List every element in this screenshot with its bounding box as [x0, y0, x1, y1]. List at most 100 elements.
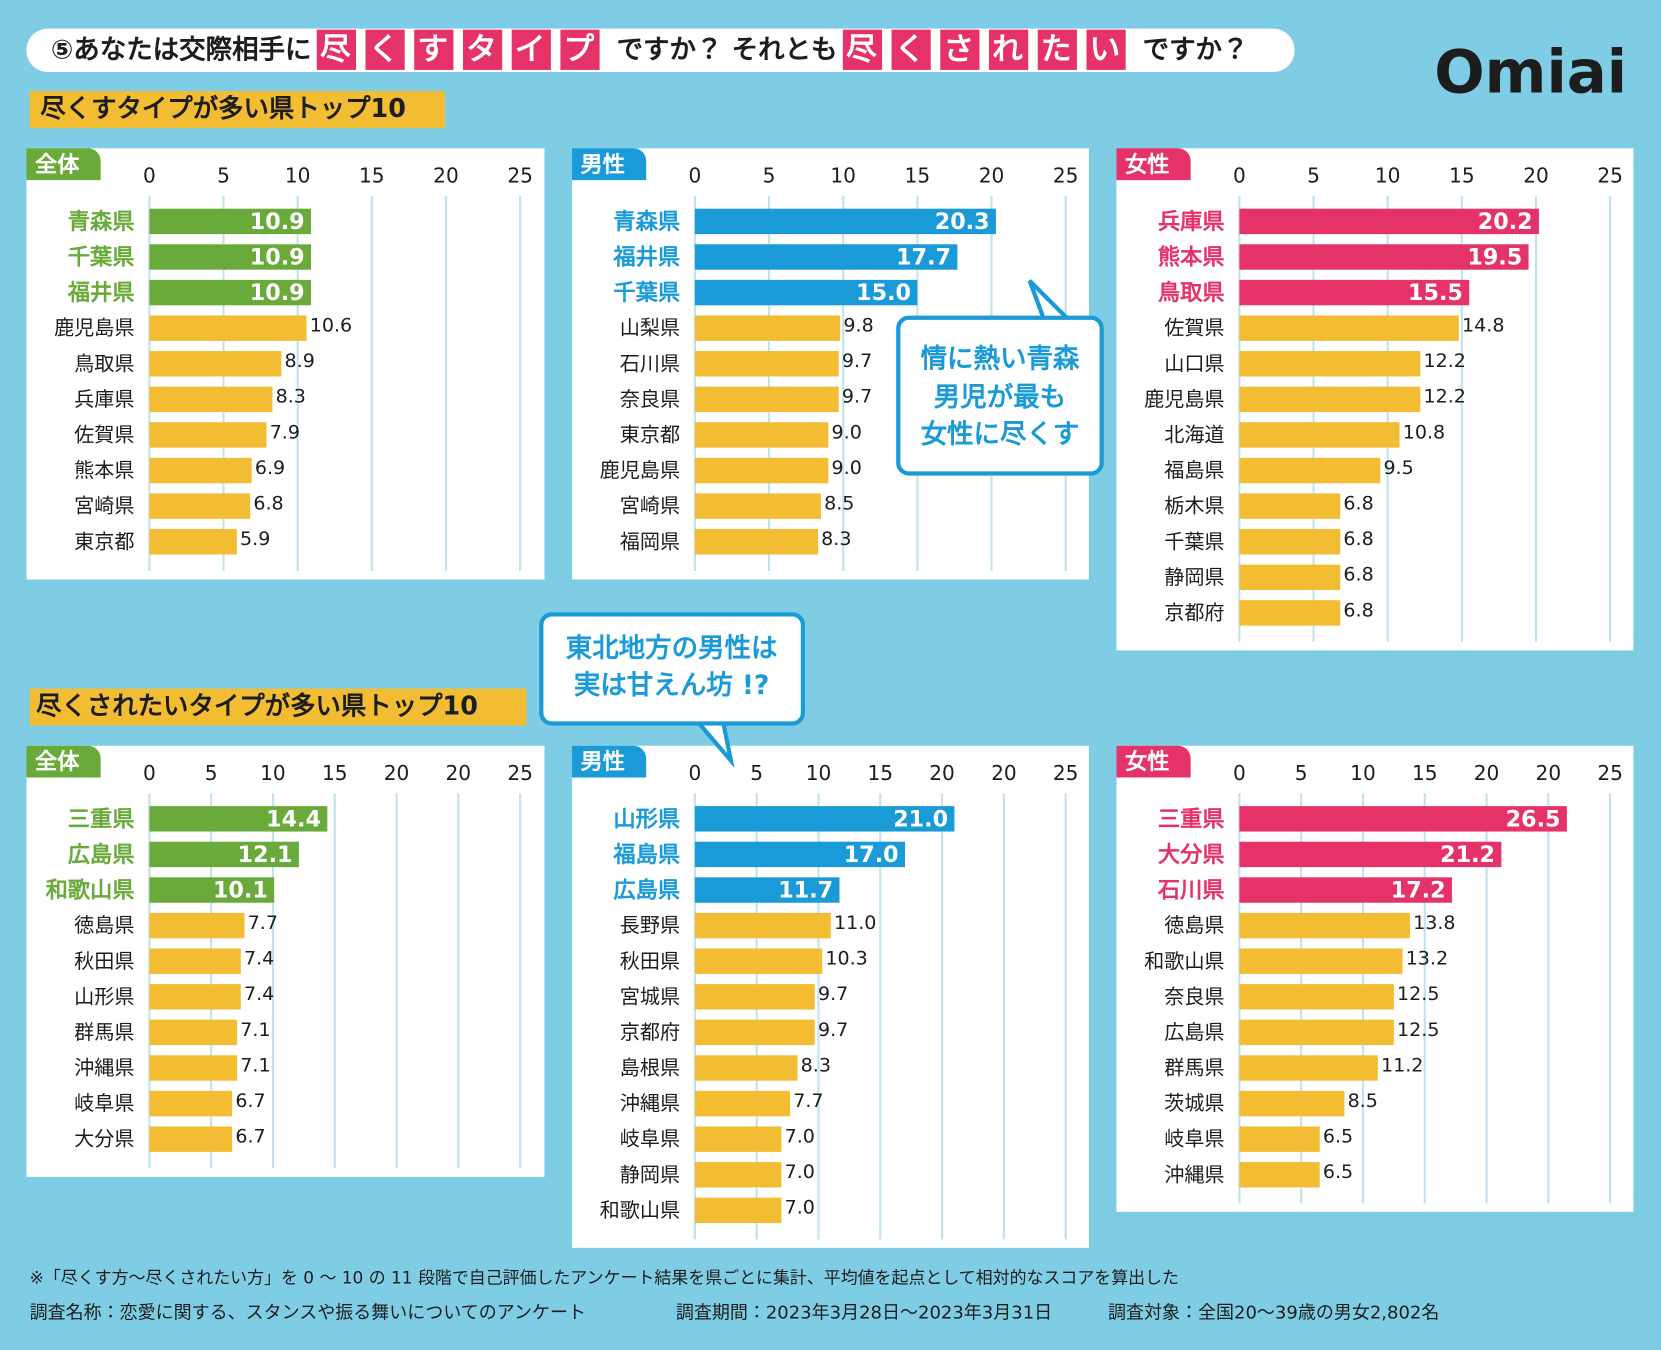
category-label: 佐賀県 [74, 423, 134, 447]
category-label-highlight: 広島県 [613, 877, 680, 904]
title-highlight-box [1086, 29, 1126, 70]
value-label: 12.5 [1397, 983, 1439, 1005]
title-highlight-box [940, 29, 980, 70]
category-label-highlight: 福島県 [612, 842, 680, 868]
x-tick-label: 20 [433, 163, 459, 187]
value-label: 7.4 [244, 948, 274, 970]
callout-box [539, 612, 806, 726]
x-tick-label: 20 [929, 761, 955, 785]
logo: Omiai [1434, 37, 1627, 106]
bar [694, 912, 831, 939]
value-label: 6.8 [1343, 564, 1373, 586]
bar [694, 1090, 791, 1117]
category-label: 山梨県 [620, 316, 680, 340]
value-label: 11.0 [834, 912, 876, 934]
callout-tail [697, 722, 735, 769]
value-label: 12.1 [238, 842, 293, 868]
callout-tail [1027, 279, 1069, 320]
survey-period: 調査期間：2023年3月28日〜2023年3月31日 [676, 1303, 1052, 1324]
category-label: 和歌山県 [1144, 949, 1224, 973]
bar [1239, 1055, 1378, 1081]
callout: 東北地方の男性は 実は甘えん坊 !? [539, 612, 806, 769]
value-label: 11.7 [778, 878, 833, 904]
bar [149, 984, 241, 1010]
callout-box [896, 315, 1104, 476]
value-label: 21.0 [893, 806, 948, 832]
bar [694, 1197, 782, 1224]
bar [694, 315, 841, 341]
bar [694, 806, 955, 832]
value-label: 7.7 [793, 1090, 823, 1112]
bar [694, 386, 839, 413]
value-label: 26.5 [1506, 806, 1561, 832]
bar [149, 806, 328, 832]
value-label: 10.8 [1403, 421, 1445, 443]
callout-text: 男児が最も [934, 382, 1066, 413]
category-label-highlight: 和歌山県 [46, 878, 135, 904]
bar [1239, 208, 1539, 235]
bar [1239, 600, 1341, 626]
x-tick-label: 5 [763, 163, 776, 187]
chart-panel: 女性 0 5 10 15 20 25 兵庫県 20.2 熊本県 19.5 鳥取県 15.5 佐賀県 14.8… [1116, 148, 1634, 651]
category-label: 秋田県 [74, 949, 134, 973]
value-label: 11.2 [1381, 1054, 1423, 1076]
x-tick-label: 0 [689, 163, 702, 187]
category-label: 熊本県 [74, 458, 134, 482]
value-label: 7.0 [785, 1126, 815, 1148]
x-tick-label: 25 [1053, 163, 1079, 187]
title-text: ですか？ [1143, 34, 1249, 65]
value-label: 15.0 [856, 280, 911, 306]
category-label-highlight: 鳥取県 [1158, 279, 1225, 306]
bar [694, 351, 839, 377]
bar [1239, 422, 1400, 448]
category-label: 群馬県 [74, 1020, 134, 1044]
x-tick-label: 0 [1233, 163, 1246, 187]
title-text: ⑤あなたは交際相手に [51, 34, 312, 65]
panel-tab-label: 女性 [1125, 152, 1169, 178]
bar [149, 948, 241, 974]
x-tick-label: 25 [1597, 163, 1623, 187]
x-tick-label: 0 [143, 163, 156, 187]
category-label: 岐阜県 [1164, 1127, 1224, 1151]
category-label: 兵庫県 [74, 387, 134, 411]
panel-tab [572, 148, 647, 181]
value-label: 10.1 [213, 878, 268, 904]
bar [1239, 984, 1394, 1010]
value-label: 9.0 [832, 457, 862, 479]
title-highlight-text: 尽くされたい [846, 31, 1138, 67]
bar [1239, 244, 1529, 270]
value-label: 7.1 [240, 1019, 270, 1041]
section-title: 尽くされたいタイプが多い県トップ10 [36, 691, 478, 721]
x-tick-label: 5 [750, 761, 763, 785]
value-label: 7.7 [248, 912, 278, 934]
panel-tab-label: 男性 [580, 152, 624, 178]
category-label: 奈良県 [1164, 984, 1224, 1008]
value-label: 10.6 [310, 315, 352, 337]
title-highlight-box [1037, 29, 1077, 70]
title-text: ですか？ それとも [617, 34, 838, 65]
category-label-highlight: 熊本県 [1158, 244, 1225, 271]
bar [149, 386, 273, 413]
category-label: 鹿児島県 [1144, 387, 1224, 411]
bar [1239, 315, 1459, 341]
title-highlight-box [511, 29, 551, 70]
bar [149, 1055, 238, 1081]
x-tick-label: 15 [1412, 761, 1438, 785]
category-label: 千葉県 [1164, 529, 1224, 553]
category-label: 東京都 [620, 423, 680, 447]
category-label: 沖縄県 [1164, 1162, 1224, 1186]
bar [694, 1126, 782, 1152]
panel-tab-label: 女性 [1125, 749, 1169, 775]
category-label: 鹿児島県 [600, 458, 680, 482]
value-label: 6.9 [255, 457, 285, 479]
x-tick-label: 15 [867, 761, 893, 785]
x-tick-label: 0 [1233, 761, 1246, 785]
callout: 情に熱い青森 男児が最も 女性に尽くす [896, 279, 1104, 476]
title-highlight-box [842, 29, 883, 70]
bar [149, 1126, 233, 1152]
x-tick-label: 5 [1307, 163, 1320, 187]
category-label: 宮城県 [620, 984, 680, 1008]
x-tick-label: 10 [1375, 163, 1401, 187]
value-label: 8.5 [1348, 1090, 1378, 1112]
